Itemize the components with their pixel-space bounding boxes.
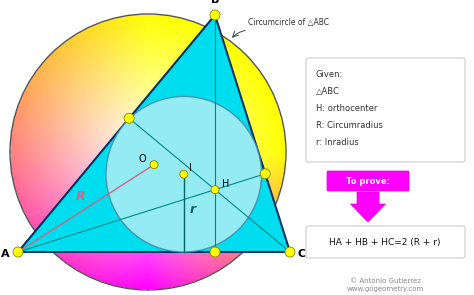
Text: Circumcircle of △ABC: Circumcircle of △ABC [248, 17, 329, 27]
FancyBboxPatch shape [306, 226, 465, 258]
Text: r: r [190, 203, 196, 216]
Text: H: H [222, 179, 229, 189]
Circle shape [124, 113, 134, 123]
Text: Given:: Given: [316, 70, 343, 79]
Circle shape [210, 10, 220, 20]
Text: R: Circumradius: R: Circumradius [316, 121, 383, 130]
Text: To prove:: To prove: [346, 176, 390, 186]
Text: HA + HB + HC=2 (R + r): HA + HB + HC=2 (R + r) [329, 237, 441, 247]
Circle shape [180, 170, 188, 178]
Circle shape [13, 247, 23, 257]
Text: r: Inradius: r: Inradius [316, 138, 359, 147]
Text: H: orthocenter: H: orthocenter [316, 104, 377, 113]
FancyBboxPatch shape [306, 58, 465, 162]
Circle shape [285, 247, 295, 257]
Circle shape [150, 161, 158, 169]
Circle shape [260, 169, 270, 179]
Text: B: B [211, 0, 219, 5]
Circle shape [211, 186, 219, 194]
Text: R: R [76, 190, 86, 203]
Text: C: C [298, 249, 306, 259]
Polygon shape [18, 15, 290, 252]
Text: A: A [1, 249, 10, 259]
FancyBboxPatch shape [327, 171, 409, 191]
Text: △ABC: △ABC [316, 87, 340, 96]
Text: I: I [189, 163, 191, 173]
Circle shape [210, 247, 220, 257]
Text: © Antonio Gutierrez
www.gogeometry.com: © Antonio Gutierrez www.gogeometry.com [346, 278, 424, 293]
Circle shape [106, 96, 262, 252]
FancyArrow shape [350, 192, 385, 222]
Text: O: O [138, 154, 146, 164]
